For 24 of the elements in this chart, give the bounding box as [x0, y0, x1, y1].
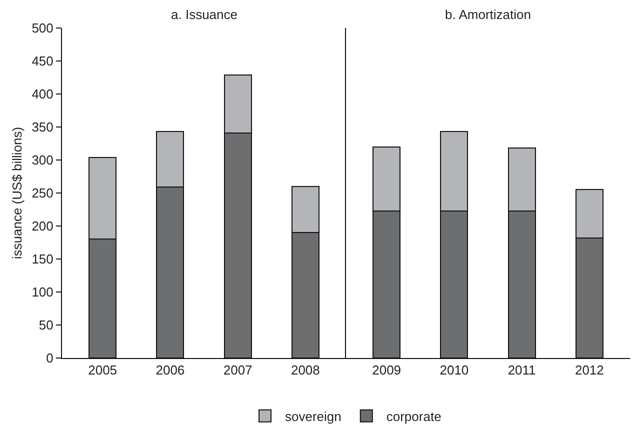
- y-tick-label: 500: [32, 20, 54, 36]
- x-tick-label: 2008: [290, 362, 320, 378]
- y-axis-title: issuance (US$ billions): [10, 126, 25, 260]
- y-tick-label: 100: [32, 284, 54, 300]
- y-tick-label: 0: [46, 350, 54, 366]
- chart-title: b. Amortization: [445, 7, 531, 22]
- x-tick-label: 2009: [372, 362, 402, 378]
- x-tick-label: 2012: [574, 362, 604, 378]
- legend-label: corporate: [386, 408, 442, 424]
- x-tick-label: 2007: [223, 362, 252, 378]
- y-tick-label: 200: [32, 218, 54, 234]
- x-tick-label: 2005: [88, 362, 118, 378]
- chart-title: a. Issuance: [171, 7, 238, 22]
- y-tick-label: 50: [38, 318, 54, 333]
- y-tick-label: 450: [32, 54, 54, 69]
- x-tick-label: 2006: [156, 362, 185, 378]
- y-tick-label: 400: [32, 86, 54, 102]
- y-tick-label: 150: [32, 252, 54, 267]
- x-tick-label: 2010: [440, 362, 469, 378]
- x-tick-label: 2011: [508, 362, 536, 378]
- y-tick-label: 250: [32, 186, 54, 201]
- legend-label: sovereign: [285, 408, 342, 424]
- y-tick-label: 350: [32, 120, 54, 135]
- y-tick-label: 300: [32, 152, 54, 168]
